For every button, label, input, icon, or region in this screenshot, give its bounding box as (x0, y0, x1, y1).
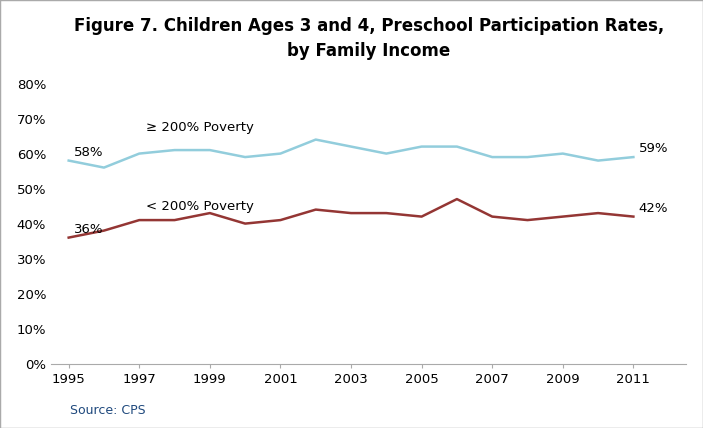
Text: < 200% Poverty: < 200% Poverty (146, 200, 254, 213)
Text: 58%: 58% (74, 146, 103, 159)
Text: ≥ 200% Poverty: ≥ 200% Poverty (146, 121, 254, 134)
Text: 59%: 59% (639, 143, 668, 155)
Text: 36%: 36% (74, 223, 103, 236)
Text: 42%: 42% (639, 202, 668, 215)
Text: Source: CPS: Source: CPS (70, 404, 146, 417)
Title: Figure 7. Children Ages 3 and 4, Preschool Participation Rates,
by Family Income: Figure 7. Children Ages 3 and 4, Prescho… (74, 17, 664, 59)
